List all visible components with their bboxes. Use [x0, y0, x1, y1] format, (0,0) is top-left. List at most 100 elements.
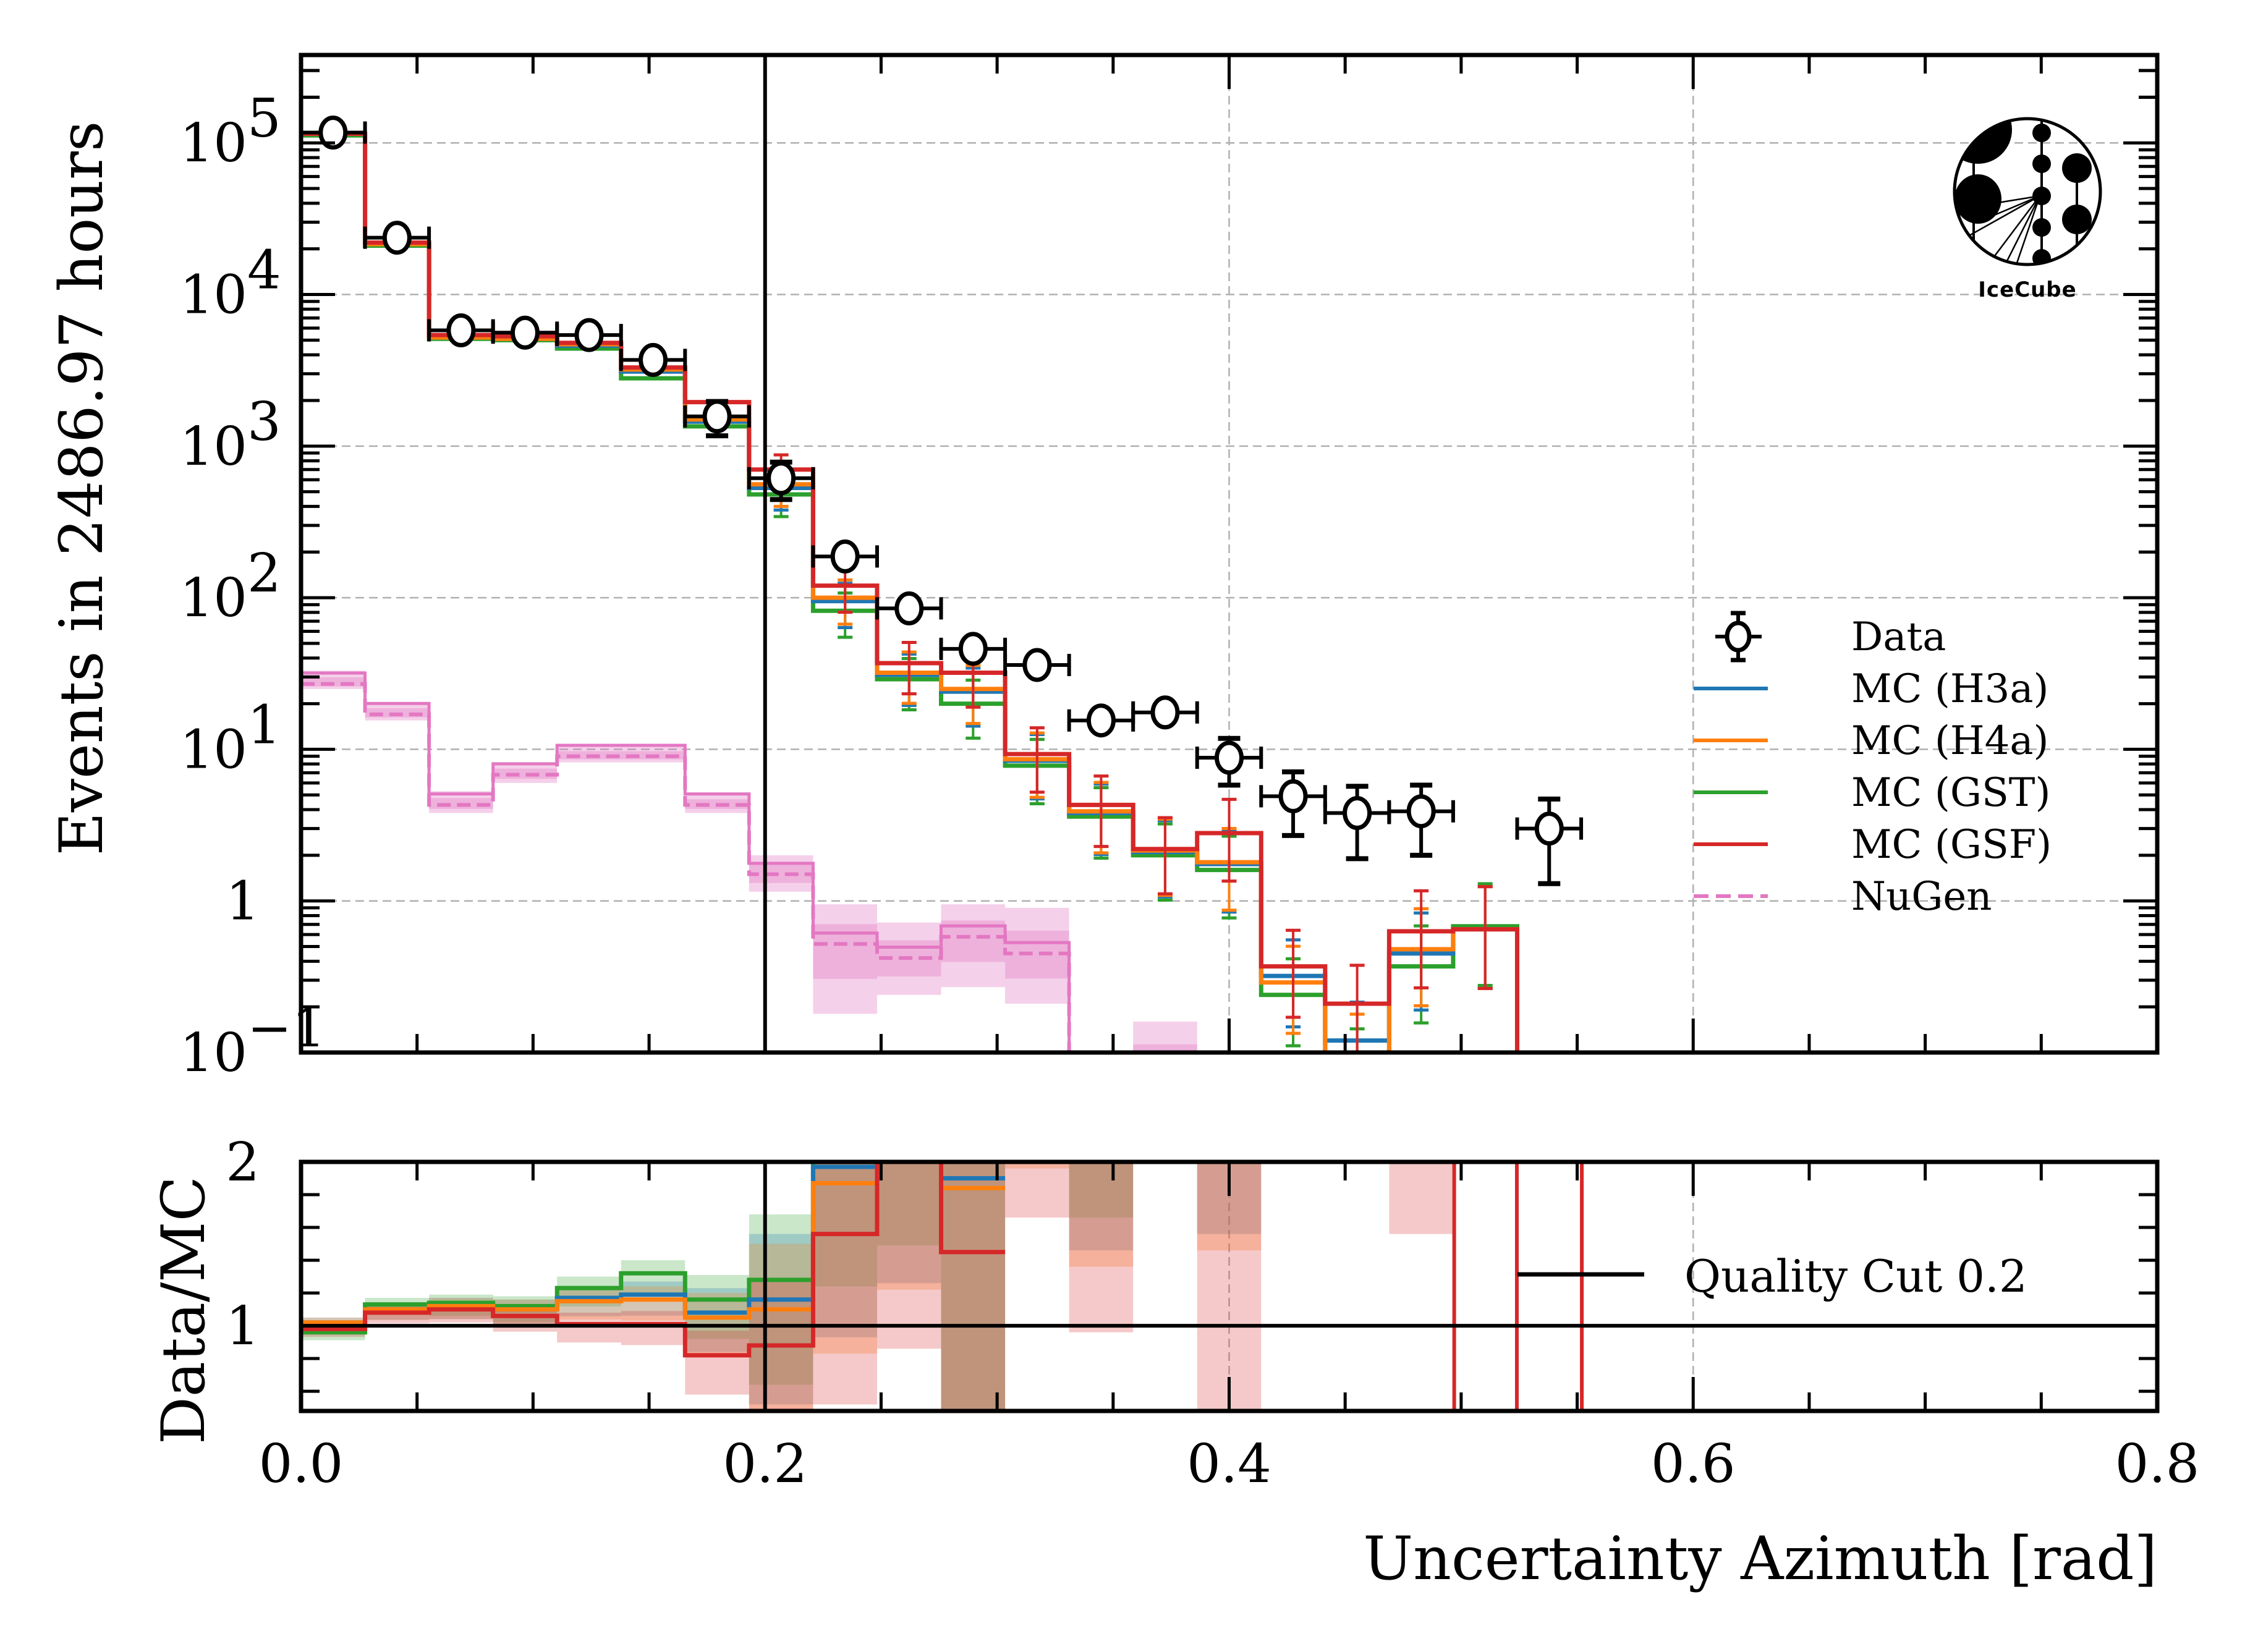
x-axis-label: Uncertainty Azimuth [rad] [1363, 1524, 2157, 1593]
nugen-band [365, 701, 430, 721]
ratio-band [876, 1162, 941, 1246]
ratio-ticks [299, 1160, 2159, 1411]
data-point [702, 399, 732, 434]
ratio-band [876, 1162, 941, 1349]
data-point [894, 591, 924, 625]
data-point [830, 539, 860, 574]
ratio-ytick-labels: 21 [226, 1132, 260, 1357]
data-point [958, 632, 988, 666]
nugen-band [621, 746, 685, 763]
legend-label: MC (GSF) [1851, 822, 2052, 868]
ratio-band [685, 1331, 749, 1395]
y-tick-label: 1 [226, 871, 260, 933]
y-tick-label: 10 [180, 265, 247, 326]
ratio-band [493, 1299, 558, 1326]
ratio-band [813, 1162, 877, 1405]
legend-label: MC (H4a) [1851, 718, 2048, 764]
ratio-band [1069, 1162, 1134, 1218]
y-tick-label-exponent: 2 [247, 543, 281, 604]
ratio-band [876, 1162, 941, 1284]
legend-item-mcgsf: MC (GSF) [1694, 822, 2052, 868]
data-point [1406, 794, 1436, 829]
ratio-panel: 21 0.0 0.2 0.4 0.6 0.8 Quality Cut 0.2 Data/… [149, 1132, 2199, 1593]
y-tick-label-exponent: −1 [247, 998, 326, 1059]
y-tick-label-exponent: 4 [247, 240, 281, 302]
nugen-band [749, 855, 813, 892]
data-point [318, 115, 348, 150]
nugen-band-inner [749, 865, 813, 883]
legend-item-nugen: NuGen [1694, 874, 1992, 920]
y-axis-label-ratio: Data/MC [149, 1176, 218, 1444]
nugen-layer [301, 671, 1197, 1054]
data-point [510, 315, 540, 350]
ratio-legend: Quality Cut 0.2 [1517, 1250, 2027, 1302]
ratio-band [621, 1311, 685, 1345]
nugen-band [813, 904, 877, 1014]
legend-label: Data [1851, 614, 1946, 660]
ratio-y-tick-label: 2 [226, 1132, 260, 1193]
data-point [766, 461, 796, 496]
x-tick-label: 0.8 [2115, 1433, 2200, 1495]
y-tick-label: 10 [180, 1022, 247, 1084]
ratio-band [1005, 1162, 1069, 1218]
nugen-band [1133, 1021, 1197, 1053]
data-point [1150, 695, 1180, 730]
nugen-band-inner [941, 920, 1006, 962]
ratio-band [941, 1162, 1006, 1411]
ratio-band [1069, 1162, 1134, 1267]
legend-marker-icon [1725, 621, 1752, 653]
x-tick-label: 0.0 [259, 1433, 344, 1495]
ratio-band [1005, 1162, 1069, 1169]
ratio-band [749, 1234, 813, 1405]
nugen-band [493, 762, 558, 783]
ratio-band [1069, 1162, 1134, 1332]
nugen-band [941, 904, 1006, 988]
legend-item-mcgst: MC (GST) [1694, 770, 2050, 816]
data-point [1022, 648, 1052, 682]
nugen-band [557, 746, 621, 763]
y-tick-label: 10 [180, 567, 247, 629]
legend-item-mch3a: MC (H3a) [1694, 666, 2048, 712]
nugen-step-line-alt [301, 671, 1197, 1054]
ratio-band [941, 1162, 1006, 1411]
data-point [574, 318, 604, 352]
data-point [1278, 779, 1308, 813]
data-point [382, 221, 412, 255]
y-tick-label: 10 [180, 719, 247, 781]
x-tick-label: 0.2 [723, 1433, 807, 1495]
legend-item-data: Data [1715, 611, 1946, 663]
legend: Data MC (H3a) MC (H4a) MC (GST) MC (GSF) NuGe… [1694, 611, 2052, 920]
y-tick-label: 10 [180, 112, 247, 174]
y-tick-label: 10 [180, 416, 247, 478]
data-point [1534, 811, 1564, 846]
y-tick-label-exponent: 1 [247, 694, 281, 756]
nugen-band [1005, 907, 1069, 1004]
x-tick-label: 0.4 [1187, 1433, 1271, 1495]
ratio-band [941, 1162, 1006, 1411]
y-tick-label-exponent: 3 [247, 391, 281, 453]
legend-label: NuGen [1851, 874, 1992, 920]
ratio-band [813, 1162, 877, 1354]
ratio-band [876, 1162, 941, 1290]
data-point [1086, 703, 1116, 738]
main-ticks [299, 55, 2159, 1054]
legend-item-mch4a: MC (H4a) [1694, 718, 2048, 764]
ratio-band [941, 1162, 1006, 1411]
ratio-band [813, 1162, 877, 1337]
ratio-band [493, 1299, 558, 1326]
ratio-band [1197, 1162, 1262, 1411]
ratio-y-tick-label: 1 [226, 1295, 260, 1357]
ratio-band [1389, 1162, 1453, 1234]
ratio-band [557, 1289, 621, 1320]
data-point [446, 313, 476, 348]
data-point [1215, 740, 1244, 775]
ratio-band [1069, 1162, 1134, 1251]
nugen-band-inner [1005, 930, 1069, 979]
data-point [639, 342, 668, 377]
data-layer [299, 115, 1584, 886]
ratio-band [621, 1286, 685, 1321]
